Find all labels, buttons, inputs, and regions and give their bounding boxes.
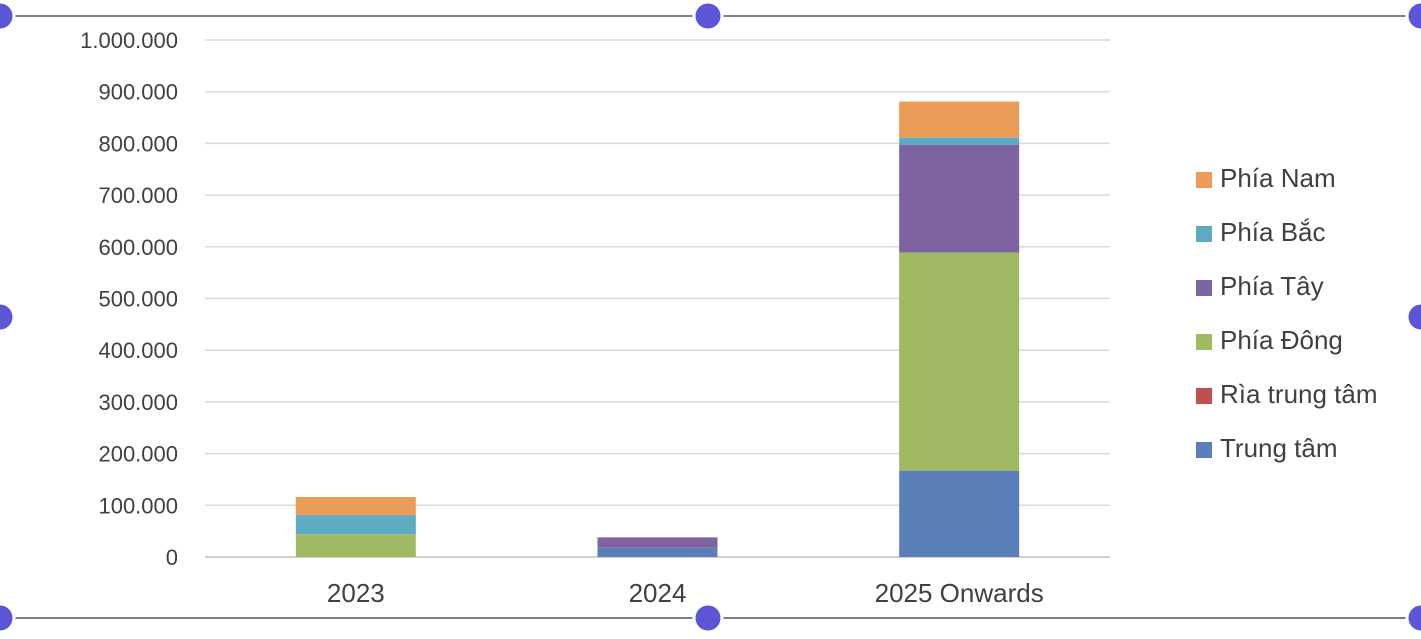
resize-handle[interactable]	[1405, 602, 1421, 634]
resize-handle[interactable]	[692, 0, 724, 32]
y-axis-ticks: 0 100.000 200.000 300.000 400.000 500.000 600.…	[80, 28, 178, 570]
y-tick-label: 500.000	[98, 287, 178, 312]
resize-handle[interactable]	[0, 602, 16, 634]
selection-frame	[0, 15, 1421, 619]
resize-handle[interactable]	[1405, 301, 1421, 333]
y-tick-label: 0	[166, 545, 178, 570]
legend-swatch	[1196, 226, 1212, 242]
legend-label: Phía Tây	[1220, 271, 1324, 301]
y-tick-label: 800.000	[98, 131, 178, 156]
y-tick-label: 1.000.000	[80, 28, 178, 53]
y-tick-label: 300.000	[98, 390, 178, 415]
legend-label: Rìa trung tâm	[1220, 379, 1378, 409]
bar-segment[interactable]	[899, 101, 1020, 138]
bar-segment[interactable]	[899, 137, 1020, 145]
legend-label: Phía Bắc	[1220, 217, 1326, 247]
y-tick-label: 400.000	[98, 338, 178, 363]
x-category-label: 2025 Onwards	[875, 578, 1044, 608]
legend-swatch	[1196, 442, 1212, 458]
legend-swatch	[1196, 172, 1212, 188]
legend-swatch	[1196, 388, 1212, 404]
resize-handle[interactable]	[692, 602, 724, 634]
legend-label: Phía Đông	[1220, 325, 1343, 355]
y-tick-label: 700.000	[98, 183, 178, 208]
x-category-label: 2023	[327, 578, 385, 608]
bar-segment[interactable]	[899, 470, 1020, 557]
bar-segment[interactable]	[597, 537, 718, 548]
legend-label: Phía Nam	[1220, 163, 1336, 193]
legend-swatch	[1196, 280, 1212, 296]
bar-segment[interactable]	[597, 547, 718, 557]
resize-handle[interactable]	[0, 301, 16, 333]
bar-segment[interactable]	[295, 515, 416, 535]
bar-segment[interactable]	[899, 252, 1020, 471]
x-category-label: 2024	[629, 578, 687, 608]
resize-handle[interactable]	[1405, 0, 1421, 32]
y-tick-label: 900.000	[98, 80, 178, 105]
legend: Phía Nam Phía Bắc Phía Tây Phía Đông Rìa tru…	[1196, 163, 1378, 463]
y-tick-label: 200.000	[98, 442, 178, 467]
resize-handle[interactable]	[0, 0, 16, 32]
bar-segment[interactable]	[899, 144, 1020, 253]
legend-swatch	[1196, 334, 1212, 350]
bar-segment[interactable]	[295, 497, 416, 516]
y-tick-label: 600.000	[98, 235, 178, 260]
bars	[295, 101, 1020, 557]
legend-label: Trung tâm	[1220, 433, 1338, 463]
x-axis-categories: 2023 2024 2025 Onwards	[327, 578, 1044, 608]
y-tick-label: 100.000	[98, 493, 178, 518]
bar-segment[interactable]	[295, 534, 416, 557]
